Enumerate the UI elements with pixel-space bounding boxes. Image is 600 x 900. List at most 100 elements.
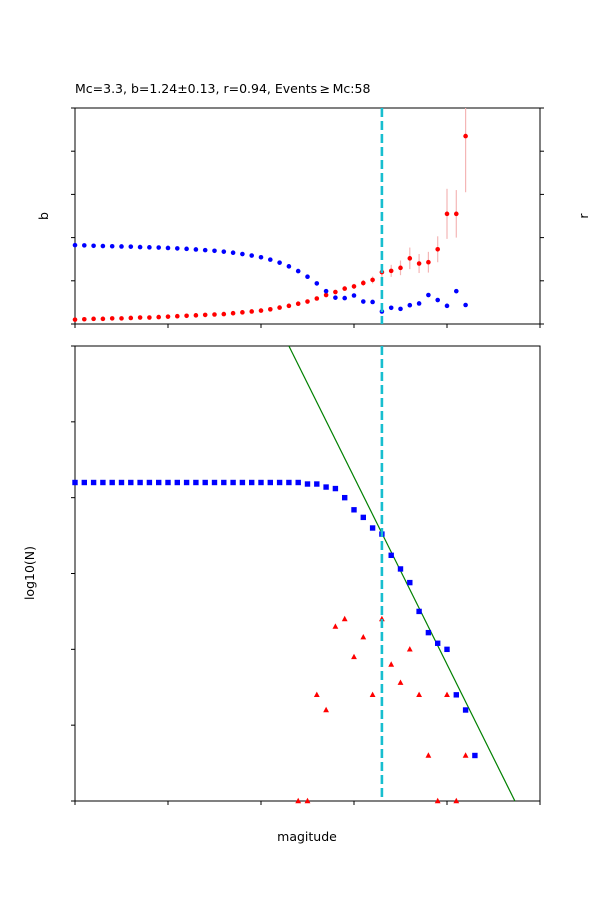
x-axis-label: magitude xyxy=(277,829,337,844)
frequency-magnitude-panel: magitude log10(N) xyxy=(22,345,541,844)
incremental-count-point xyxy=(406,646,413,652)
cumulative-count-point xyxy=(351,507,357,513)
r-value-point xyxy=(295,268,301,274)
b-value-point xyxy=(109,316,115,321)
r-value-point xyxy=(426,292,431,298)
r-value-point xyxy=(184,246,189,252)
r-value-point xyxy=(323,288,329,294)
r-value-point xyxy=(249,253,254,258)
b-value-point xyxy=(342,286,348,291)
gutenberg-richter-fit-line xyxy=(288,345,516,802)
b-value-point xyxy=(407,256,413,261)
r-value-point xyxy=(277,260,282,265)
incremental-count-point xyxy=(379,615,385,622)
r-value-point xyxy=(82,243,87,248)
cumulative-count-point xyxy=(90,479,97,486)
r-value-point xyxy=(435,297,441,303)
b-value-point xyxy=(240,310,245,315)
cumulative-count-point xyxy=(286,479,292,486)
b-value-point xyxy=(212,312,217,317)
r-value-point xyxy=(212,248,217,254)
r-value-point xyxy=(407,302,413,308)
r-value-point xyxy=(416,301,422,306)
r-value-point xyxy=(454,288,459,294)
cumulative-count-point xyxy=(258,479,264,486)
cumulative-count-point xyxy=(109,479,115,486)
r-value-point xyxy=(193,247,199,252)
b-value-point xyxy=(398,265,403,271)
y2-axis-label-r: r xyxy=(576,213,591,219)
incremental-count-point xyxy=(332,623,339,629)
r-value-point xyxy=(314,281,320,286)
r-value-point xyxy=(202,247,208,253)
incremental-count-point xyxy=(453,797,460,804)
r-value-point xyxy=(165,245,171,251)
y-axis-label-b: b xyxy=(36,212,51,220)
cumulative-count-point xyxy=(444,646,450,653)
b-value-point xyxy=(193,313,199,318)
r-value-point xyxy=(147,245,152,250)
cumulative-count-point xyxy=(342,494,348,501)
incremental-count-point xyxy=(295,797,302,804)
b-value-point xyxy=(230,310,236,316)
b-value-point xyxy=(426,259,431,265)
cumulative-count-point xyxy=(472,752,478,759)
cumulative-count-point xyxy=(221,479,227,486)
b-value-point xyxy=(100,316,106,322)
incremental-count-point xyxy=(462,752,469,758)
b-value-point xyxy=(463,133,468,139)
r-value-point xyxy=(398,306,403,312)
r-value-point xyxy=(156,245,161,250)
incremental-count-point xyxy=(444,691,450,698)
incremental-count-point xyxy=(434,797,441,804)
r-value-point xyxy=(370,299,375,305)
b-value-point xyxy=(91,316,96,322)
b-value-point xyxy=(137,315,143,320)
plot-frame-top xyxy=(74,107,541,325)
cumulative-count-point xyxy=(462,707,469,713)
b-value-point xyxy=(128,315,134,321)
b-value-point xyxy=(388,268,394,274)
cumulative-count-point xyxy=(239,479,246,486)
cumulative-count-point xyxy=(118,479,125,486)
r-value-point xyxy=(463,302,468,308)
cumulative-count-point xyxy=(183,479,190,486)
cumulative-count-point xyxy=(416,608,422,615)
r-value-point xyxy=(137,244,143,250)
cumulative-count-point xyxy=(388,552,394,558)
r-value-point xyxy=(100,243,106,249)
cumulative-count-point xyxy=(230,479,236,486)
r-value-point xyxy=(240,251,245,257)
cumulative-count-point xyxy=(100,479,106,486)
r-value-point xyxy=(230,250,236,256)
r-value-point xyxy=(109,243,115,249)
cumulative-count-point xyxy=(81,479,87,486)
cumulative-count-point xyxy=(156,479,162,486)
r-value-point xyxy=(388,305,394,311)
r-value-point xyxy=(221,249,227,254)
r-value-point xyxy=(305,274,310,279)
incremental-count-point xyxy=(341,615,348,622)
r-value-point xyxy=(333,295,338,300)
cumulative-count-point xyxy=(407,579,413,586)
cumulative-count-point xyxy=(425,629,432,636)
cumulative-count-point xyxy=(128,479,134,486)
cumulative-count-point xyxy=(202,479,208,486)
b-value-point xyxy=(268,307,273,312)
r-value-point xyxy=(258,254,264,260)
r-value-point xyxy=(175,246,180,251)
incremental-count-point xyxy=(360,634,367,640)
b-value-point xyxy=(82,316,87,322)
r-value-point xyxy=(268,257,273,262)
r-value-point xyxy=(119,244,124,249)
cumulative-count-point xyxy=(295,479,301,486)
cumulative-count-point xyxy=(174,479,180,486)
incremental-count-point xyxy=(369,691,376,698)
r-value-point xyxy=(351,293,357,298)
incremental-count-point xyxy=(351,653,357,660)
b-value-point xyxy=(444,211,450,217)
y-axis-label-log10n: log10(N) xyxy=(22,546,37,600)
cumulative-count-point xyxy=(249,479,255,486)
chart-title: Mc=3.3, b=1.24±0.13, r=0.94, Events ≥ Mc… xyxy=(75,81,370,96)
